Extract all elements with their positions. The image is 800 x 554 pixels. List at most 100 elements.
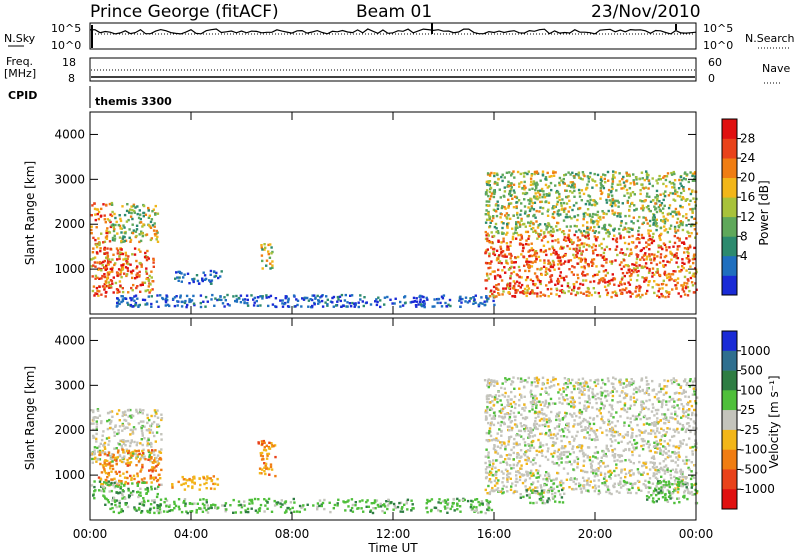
data-cell	[568, 206, 572, 209]
data-cell	[623, 274, 626, 278]
data-cell	[214, 482, 217, 486]
data-cell	[495, 380, 499, 383]
data-cell	[331, 296, 334, 300]
data-cell	[667, 212, 670, 215]
data-cell	[267, 452, 271, 456]
data-cell	[683, 242, 686, 245]
data-cell	[564, 445, 567, 448]
data-cell	[129, 208, 132, 211]
data-cell	[216, 477, 219, 481]
data-cell	[148, 431, 152, 434]
data-cell	[620, 221, 623, 224]
data-cell	[567, 290, 570, 293]
data-cell	[486, 274, 489, 277]
data-cell	[581, 270, 585, 274]
data-cell	[619, 234, 622, 237]
data-cell	[269, 262, 272, 265]
data-cell	[594, 487, 597, 490]
data-cell	[118, 505, 121, 508]
data-cell	[665, 274, 668, 277]
data-cell	[657, 283, 660, 287]
data-cell	[562, 276, 565, 280]
data-cell	[138, 502, 141, 505]
data-cell	[531, 405, 534, 408]
data-cell	[664, 295, 667, 299]
data-cell	[493, 174, 496, 178]
data-cell	[611, 394, 615, 398]
data-cell	[113, 434, 116, 437]
data-cell	[649, 432, 653, 435]
data-cell	[688, 271, 691, 274]
data-cell	[485, 431, 488, 435]
data-cell	[99, 462, 102, 466]
data-cell	[503, 195, 506, 198]
data-cell	[589, 226, 592, 229]
data-cell	[131, 276, 134, 280]
data-cell	[675, 452, 678, 455]
data-cell	[148, 453, 152, 456]
data-cell	[108, 231, 112, 234]
data-cell	[531, 187, 534, 190]
data-cell	[188, 477, 191, 481]
data-cell	[259, 295, 262, 298]
data-cell	[112, 496, 116, 500]
data-cell	[688, 244, 692, 247]
data-cell	[121, 456, 124, 460]
data-cell	[530, 220, 533, 223]
data-cell	[647, 232, 650, 235]
data-cell	[648, 468, 652, 471]
data-cell	[469, 506, 473, 509]
data-cell	[497, 268, 500, 272]
data-cell	[506, 247, 509, 250]
data-cell	[611, 399, 614, 402]
nsky-trace	[89, 23, 697, 48]
data-cell	[539, 268, 542, 271]
data-cell	[541, 206, 545, 210]
data-cell	[379, 299, 382, 302]
data-cell	[486, 503, 489, 506]
data-cell	[611, 194, 614, 197]
data-cell	[499, 275, 502, 279]
data-cell	[298, 504, 302, 508]
data-cell	[146, 249, 149, 253]
data-cell	[354, 504, 357, 507]
data-cell	[535, 231, 538, 234]
data-cell	[651, 466, 655, 469]
data-cell	[579, 291, 583, 294]
data-cell	[484, 409, 488, 412]
data-cell	[523, 409, 526, 412]
data-cell	[237, 500, 241, 503]
data-cell	[628, 230, 631, 234]
data-cell	[97, 210, 101, 214]
data-cell	[116, 432, 119, 436]
data-cell	[317, 299, 320, 302]
data-cell	[512, 270, 516, 274]
data-cell	[506, 463, 509, 466]
data-cell	[484, 251, 488, 254]
data-cell	[539, 200, 542, 204]
data-cell	[258, 509, 261, 513]
data-cell	[446, 498, 450, 501]
data-cell	[540, 189, 543, 192]
data-cell	[370, 502, 373, 505]
data-cell	[579, 487, 582, 490]
data-cell	[658, 174, 661, 178]
data-cell	[521, 192, 525, 195]
data-cell	[390, 501, 393, 504]
data-cell	[525, 490, 528, 493]
data-cell	[608, 223, 611, 227]
data-cell	[545, 284, 548, 287]
data-cell	[689, 446, 692, 449]
data-cell	[552, 170, 555, 173]
data-cell	[586, 208, 590, 211]
data-cell	[547, 403, 551, 407]
data-cell	[117, 442, 120, 445]
data-cell	[151, 280, 154, 283]
data-cell	[316, 505, 319, 508]
data-cell	[344, 501, 347, 504]
data-cell	[171, 486, 174, 489]
data-cell	[312, 504, 315, 507]
data-cell	[594, 230, 597, 233]
data-cell	[691, 174, 694, 178]
data-cell	[562, 238, 566, 241]
